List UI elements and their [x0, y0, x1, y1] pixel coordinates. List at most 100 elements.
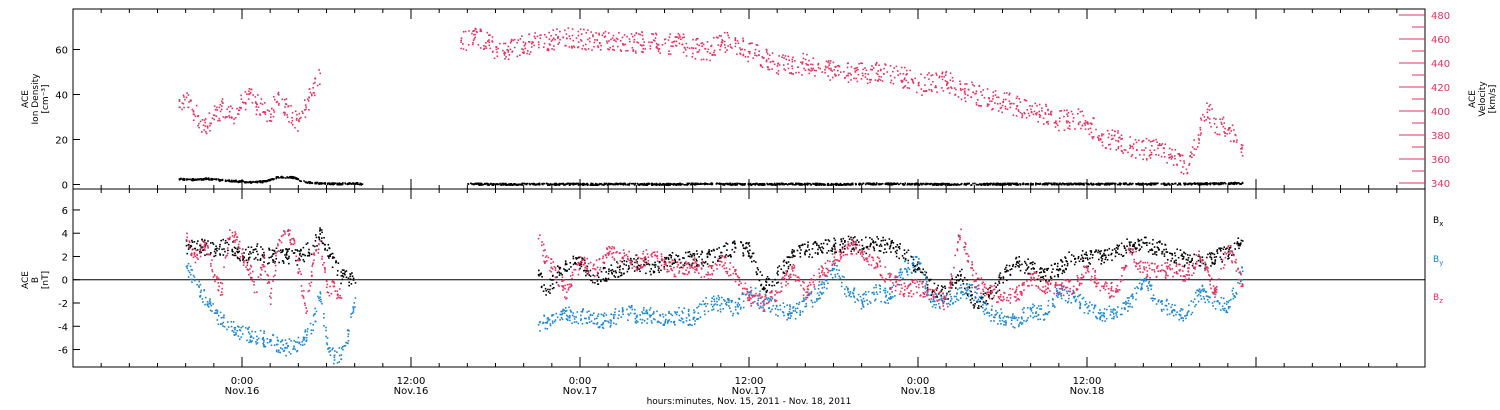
data-point [1084, 257, 1087, 260]
data-point [717, 182, 720, 185]
data-point [668, 50, 670, 52]
data-point [612, 34, 615, 37]
data-point [1084, 124, 1086, 126]
data-point [308, 253, 311, 255]
data-point [1198, 264, 1201, 267]
data-point [1096, 136, 1099, 139]
data-point [611, 271, 613, 274]
data-point [850, 184, 852, 186]
data-point [306, 254, 309, 257]
data-point [321, 231, 323, 234]
bottom-left-tick-label: 4 [62, 229, 68, 240]
data-point [992, 107, 994, 110]
data-point [1024, 183, 1027, 186]
data-point [182, 94, 185, 97]
data-point [1153, 246, 1156, 248]
data-point [237, 181, 240, 184]
data-point [681, 36, 684, 39]
data-point [701, 251, 704, 254]
data-point [340, 271, 342, 273]
data-point [645, 261, 647, 264]
data-point [199, 250, 201, 253]
data-point [795, 182, 798, 185]
data-point [228, 114, 230, 117]
data-point [1132, 147, 1134, 150]
data-point [951, 76, 954, 79]
data-point [491, 184, 494, 186]
data-point [192, 119, 195, 122]
data-point [556, 276, 558, 278]
data-point [1220, 121, 1223, 124]
data-point [1058, 268, 1061, 270]
data-point [356, 182, 359, 184]
data-point [645, 272, 647, 275]
data-point [886, 71, 889, 73]
data-point [663, 261, 666, 263]
data-point [1014, 265, 1017, 268]
data-point [963, 276, 966, 279]
data-point [1181, 255, 1184, 257]
data-point [729, 43, 732, 46]
data-point [799, 256, 802, 258]
data-point [1143, 149, 1145, 151]
data-point [1184, 183, 1187, 185]
data-point [1049, 275, 1052, 278]
data-point [775, 72, 778, 74]
data-point [955, 184, 957, 186]
data-point [197, 114, 200, 117]
data-point [627, 268, 630, 271]
data-point [337, 262, 340, 264]
data-point [1185, 168, 1188, 171]
data-point [542, 183, 544, 186]
data-point [512, 39, 514, 42]
data-point [549, 44, 551, 46]
data-point [550, 34, 552, 37]
data-point [1151, 249, 1154, 252]
data-point [839, 71, 842, 73]
data-point [901, 79, 903, 82]
data-point [1063, 129, 1066, 132]
data-point [272, 109, 275, 111]
data-point [827, 75, 830, 77]
data-point [607, 32, 610, 34]
data-point [629, 40, 631, 43]
data-point [754, 48, 757, 51]
data-point [905, 251, 908, 254]
data-point [555, 183, 558, 185]
data-point [843, 182, 846, 185]
data-point [1060, 109, 1063, 112]
data-point [728, 183, 731, 186]
data-point [322, 182, 325, 185]
data-point [523, 52, 525, 54]
data-point [636, 182, 639, 185]
data-point [218, 106, 221, 109]
data-point [260, 180, 262, 183]
data-point [633, 270, 636, 272]
data-point [278, 177, 280, 179]
data-point [1057, 268, 1059, 271]
data-point [1119, 184, 1121, 186]
data-point [628, 38, 631, 40]
data-point [815, 182, 817, 185]
data-point [967, 94, 969, 97]
data-point [639, 264, 641, 267]
data-point [248, 93, 250, 95]
data-point [801, 74, 803, 76]
data-point [638, 268, 640, 270]
data-point [914, 265, 916, 267]
data-point [583, 28, 585, 31]
data-point [581, 183, 584, 186]
data-point [332, 256, 334, 258]
data-point [1152, 253, 1154, 256]
data-point [1116, 251, 1119, 254]
data-point [748, 241, 750, 244]
data-point [817, 62, 820, 65]
data-point [1056, 124, 1059, 127]
data-point [1117, 132, 1119, 134]
data-point [1231, 124, 1234, 127]
data-point [590, 31, 593, 33]
data-point [717, 44, 720, 46]
data-point [1143, 242, 1146, 244]
data-point [291, 119, 294, 122]
data-point [1161, 143, 1164, 145]
